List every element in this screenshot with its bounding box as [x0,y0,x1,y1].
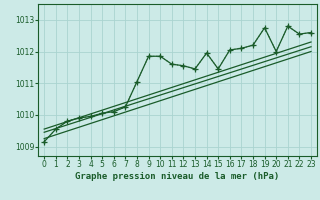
X-axis label: Graphe pression niveau de la mer (hPa): Graphe pression niveau de la mer (hPa) [76,172,280,181]
